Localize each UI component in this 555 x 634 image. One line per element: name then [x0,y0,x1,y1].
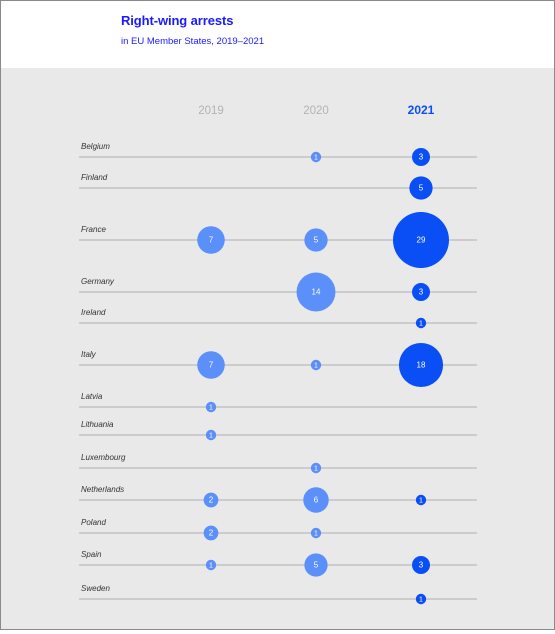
data-bubble [205,401,217,413]
data-bubble [203,492,219,508]
bubble-chart: 2019 2020 2021 Belgium Finland France Germany I… [79,103,477,605]
data-bubble [415,593,427,605]
data-bubble [205,429,217,441]
data-bubble [411,555,431,575]
data-bubble [310,359,322,371]
year-header-2021: 2021 [408,103,435,117]
data-bubble [415,317,427,329]
bubble-value-label: 1 [209,405,213,412]
country-label: Italy [81,350,97,359]
data-bubble [203,525,219,541]
bubble-value-label: 1 [419,498,423,505]
bubble-value-label: 1 [314,155,318,162]
bubble-value-label: 3 [419,561,424,570]
data-bubble [409,176,433,200]
country-label: Spain [81,550,102,559]
data-bubble [415,494,427,506]
chart-header: Right-wing arrests in EU Member States, … [1,1,554,68]
bubble-value-label: 5 [419,184,424,193]
data-bubble [304,228,328,252]
bubble-value-label: 7 [209,361,214,370]
data-bubble [310,151,322,163]
bubble-value-label: 1 [419,321,423,328]
bubble-value-label: 1 [209,563,213,570]
country-label: France [81,225,106,234]
bubble-value-label: 1 [419,597,423,604]
bubble-value-label: 14 [312,288,321,297]
country-label: Sweden [81,584,110,593]
country-label: Finland [81,173,108,182]
bubble-value-label: 3 [419,153,424,162]
bubble-value-label: 1 [314,363,318,370]
bubble-value-label: 5 [314,561,319,570]
year-header-2019: 2019 [198,105,224,117]
data-bubble [304,553,328,577]
chart-panel: 2019 2020 2021 Belgium Finland France Germany I… [1,68,554,629]
country-label: Latvia [81,392,103,401]
bubble-value-label: 1 [209,433,213,440]
data-bubble [296,272,336,312]
bubble-value-label: 1 [314,466,318,473]
bubble-value-label: 7 [209,236,214,245]
bubble-value-label: 6 [314,496,319,505]
data-bubble [310,527,322,539]
chart-title: Right-wing arrests [121,13,234,28]
year-header-2020: 2020 [303,105,329,117]
bubble-value-label: 29 [417,236,426,245]
bubble-value-label: 18 [417,361,426,370]
bubble-value-label: 3 [419,288,424,297]
country-label: Netherlands [81,485,124,494]
country-label: Poland [81,518,106,527]
data-bubble [411,282,431,302]
data-bubble [310,462,322,474]
chart-subtitle: in EU Member States, 2019–2021 [121,36,265,47]
data-bubble [197,351,225,379]
data-bubble [303,487,329,513]
bubble-value-label: 1 [314,531,318,538]
country-label: Germany [81,277,115,286]
bubble-value-label: 2 [209,529,214,538]
country-label: Ireland [81,308,106,317]
country-label: Belgium [81,142,110,151]
country-label: Lithuania [81,420,114,429]
data-bubble [197,226,225,254]
data-bubble [205,559,217,571]
data-bubble [411,147,431,167]
data-bubble [393,212,449,268]
country-label: Luxembourg [81,453,126,462]
bubble-value-label: 2 [209,496,214,505]
bubble-value-label: 5 [314,236,319,245]
data-bubble [398,342,444,388]
